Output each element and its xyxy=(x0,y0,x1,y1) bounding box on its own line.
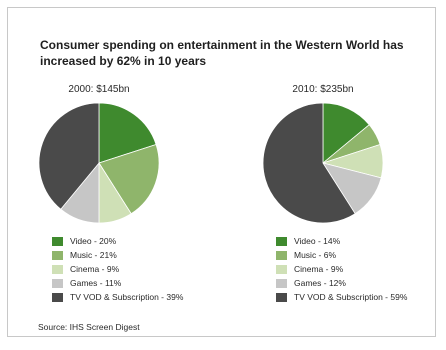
legend-item: Video - 14% xyxy=(276,234,407,248)
legend-label: Music - 21% xyxy=(70,250,117,260)
legend-label: Video - 20% xyxy=(70,236,117,246)
pie-title-2000: 2000: $145bn xyxy=(68,84,130,95)
legend-item: Games - 12% xyxy=(276,276,407,290)
legend-item: Cinema - 9% xyxy=(276,262,407,276)
legend-label: TV VOD & Subscription - 59% xyxy=(294,292,408,302)
pie-slice-music xyxy=(98,143,160,215)
pie-title-2010: 2010: $235bn xyxy=(292,84,354,95)
legend-swatch xyxy=(276,264,287,274)
legend-label: Video - 14% xyxy=(294,236,341,246)
legend-label: Cinema - 9% xyxy=(294,264,344,274)
pie-chart-2000 xyxy=(38,102,160,224)
pie-slice-video xyxy=(98,102,157,164)
pie-slice-tv-vod-subscription xyxy=(38,102,100,210)
legend-2000: Video - 20% Music - 21% Cinema - 9% Games -… xyxy=(52,234,183,304)
legend-label: Music - 6% xyxy=(294,250,337,260)
legend-2010: Video - 14% Music - 6% Cinema - 9% Games - … xyxy=(276,234,407,304)
legend-swatch xyxy=(52,264,63,274)
pie-chart-2010 xyxy=(262,102,384,224)
legend-item: Music - 21% xyxy=(52,248,183,262)
chart-title: Consumer spending on entertainment in th… xyxy=(40,38,404,68)
pie-slice-tv-vod-subscription xyxy=(262,102,356,224)
legend-swatch xyxy=(276,250,287,260)
legend-swatch xyxy=(276,292,287,302)
legend-item: Video - 20% xyxy=(52,234,183,248)
pie-slice-video xyxy=(322,102,370,164)
legend-item: Games - 11% xyxy=(52,276,183,290)
legend-label: Cinema - 9% xyxy=(70,264,120,274)
legend-swatch xyxy=(52,292,63,302)
legend-label: Games - 12% xyxy=(294,278,346,288)
legend-item: TV VOD & Subscription - 59% xyxy=(276,290,407,304)
legend-swatch xyxy=(52,250,63,260)
legend-item: Cinema - 9% xyxy=(52,262,183,276)
legend-label: Games - 11% xyxy=(70,278,122,288)
legend-swatch xyxy=(276,278,287,288)
legend-swatch xyxy=(52,278,63,288)
legend-item: TV VOD & Subscription - 39% xyxy=(52,290,183,304)
legend-swatch xyxy=(276,236,287,246)
legend-swatch xyxy=(52,236,63,246)
legend-label: TV VOD & Subscription - 39% xyxy=(70,292,184,302)
source-note: Source: IHS Screen Digest xyxy=(38,322,140,332)
legend-item: Music - 6% xyxy=(276,248,407,262)
